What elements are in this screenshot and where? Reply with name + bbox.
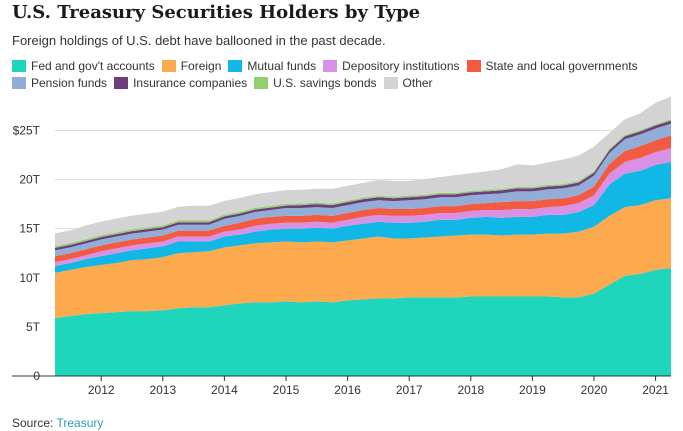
legend-swatch (466, 59, 481, 72)
legend-item-foreign: Foreign (161, 58, 222, 73)
y-tick-label: 15T (19, 222, 40, 236)
area-fed-and-gov-t-accounts (55, 267, 671, 376)
chart-subtitle: Foreign holdings of U.S. debt have ballo… (12, 33, 386, 48)
legend-item-fed-and-gov-t-accounts: Fed and gov't accounts (12, 59, 155, 73)
legend-item-other: Other (383, 75, 433, 90)
legend-swatch (254, 76, 269, 89)
y-tick-label: 10T (19, 271, 40, 285)
chart-title: U.S. Treasury Securities Holders by Type (12, 2, 421, 23)
legend-label: Insurance companies (133, 75, 248, 90)
legend-label: Other (402, 75, 433, 90)
legend-row-2: Pension funds Insurance companies U.S. sav… (12, 74, 676, 91)
y-tick-label: 0 (33, 369, 40, 383)
x-tick-label: 2012 (88, 383, 115, 397)
legend-item-pension-funds: Pension funds (12, 76, 107, 90)
area-other (55, 96, 671, 247)
area-foreign (55, 198, 671, 319)
source-link[interactable]: Treasury (56, 416, 104, 430)
legend-item-mutual-funds: Mutual funds (228, 59, 316, 73)
legend-item-insurance-companies: Insurance companies (114, 76, 247, 90)
x-tick-label: 2016 (334, 383, 361, 397)
legend-swatch (12, 76, 26, 89)
legend-swatch (114, 76, 129, 89)
x-tick-label: 2017 (396, 383, 423, 397)
legend-label: Pension funds (31, 75, 108, 90)
area-pension-funds (55, 123, 671, 257)
area-mutual-funds (55, 161, 671, 273)
x-tick-label: 2019 (519, 383, 546, 397)
x-tick-label: 2018 (457, 383, 484, 397)
legend-label: Foreign (180, 58, 222, 73)
legend-label: Fed and gov't accounts (31, 58, 155, 73)
legend-item-state-and-local-governments: State and local governments (466, 58, 638, 73)
x-tick-label: 2014 (211, 383, 238, 397)
legend-swatch (12, 59, 26, 72)
y-tick-label: 5T (26, 320, 41, 334)
legend-swatch (228, 59, 243, 72)
legend-label: Depository institutions (342, 58, 460, 73)
legend-swatch (383, 76, 398, 89)
chart-legend: Fed and gov't accounts Foreign Mutual fund… (12, 57, 676, 91)
y-tick-label: $25T (13, 123, 41, 137)
x-tick-label: 2015 (273, 383, 300, 397)
legend-swatch (161, 59, 176, 72)
x-tick-label: 2020 (581, 383, 608, 397)
source-label: Source: (12, 416, 54, 430)
x-tick-label: 2021 (642, 383, 669, 397)
legend-label: State and local governments (485, 58, 638, 73)
legend-row-1: Fed and gov't accounts Foreign Mutual fund… (12, 57, 676, 74)
legend-item-u-s-savings-bonds: U.S. savings bonds (254, 75, 377, 90)
x-tick-label: 2013 (149, 383, 176, 397)
y-tick-label: 20T (19, 173, 40, 187)
legend-label: U.S. savings bonds (273, 75, 377, 90)
legend-label: Mutual funds (247, 58, 317, 73)
legend-swatch (323, 59, 338, 72)
source-note: Source: Treasury (12, 416, 103, 430)
legend-item-depository-institutions: Depository institutions (323, 58, 460, 73)
